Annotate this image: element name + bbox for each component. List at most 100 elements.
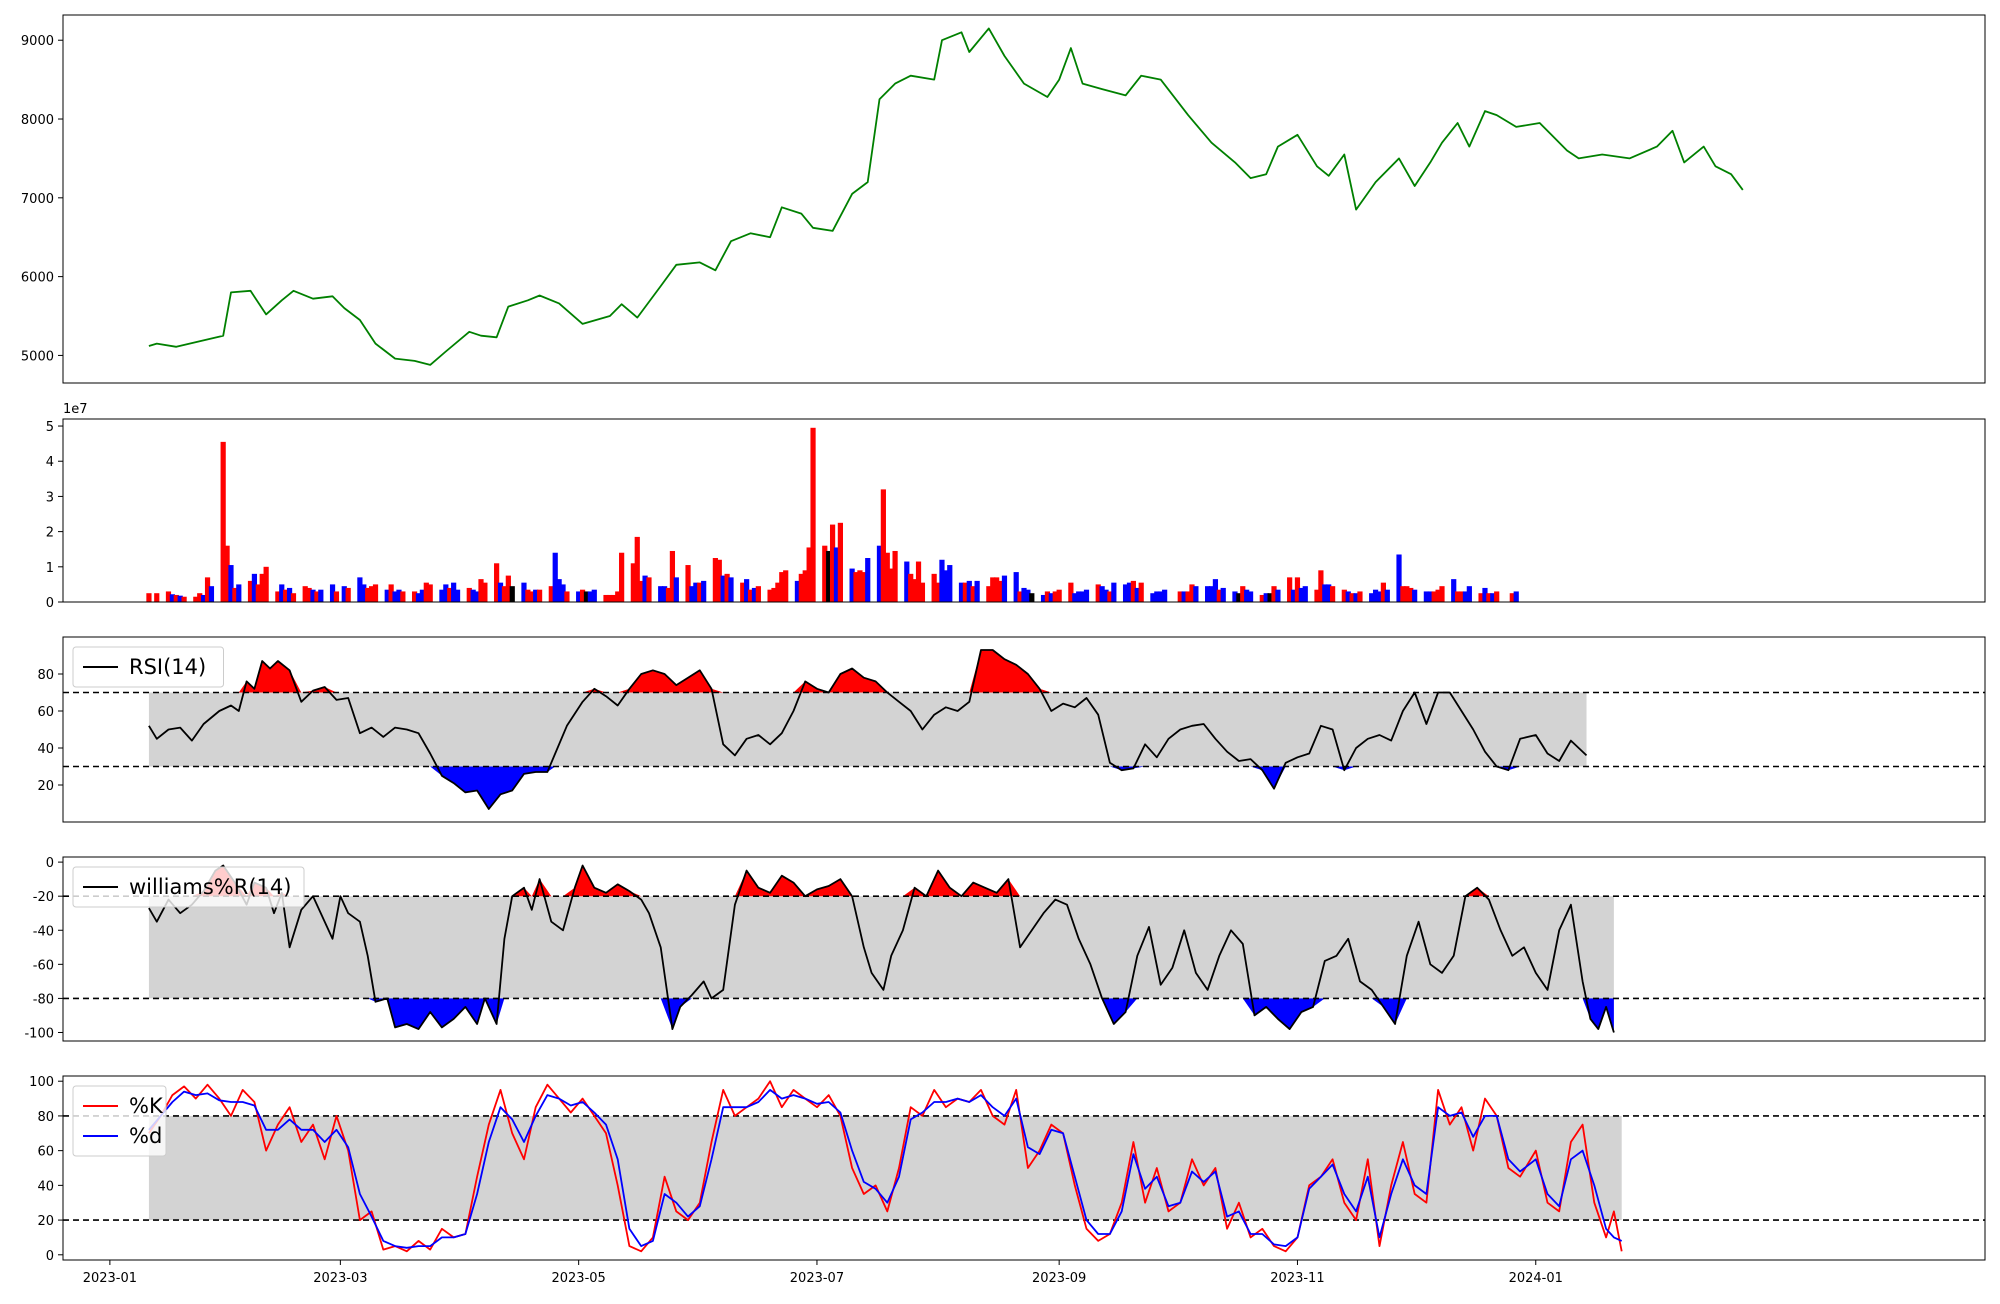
- volume-bar: [833, 547, 840, 602]
- volume-bar: [619, 552, 625, 602]
- volume-bar: [251, 573, 258, 602]
- volume-bar: [439, 589, 445, 602]
- volume-bar: [658, 586, 664, 602]
- volume-bar: [943, 570, 949, 602]
- volume-bar: [1029, 593, 1035, 602]
- volume-bar: [494, 563, 500, 602]
- volume-bar: [564, 591, 570, 602]
- volume-bar: [1345, 591, 1351, 602]
- y-tick-label: 20: [37, 1214, 54, 1229]
- y-tick-label: -20: [33, 890, 54, 905]
- volume-bar: [798, 573, 804, 602]
- volume-bar: [454, 589, 461, 602]
- volume-bar: [767, 589, 773, 602]
- volume-bar: [314, 591, 320, 602]
- volume-bar: [1267, 593, 1273, 602]
- volume-bar: [583, 591, 590, 602]
- volume-bar: [1482, 587, 1488, 602]
- x-tick-label: 2023-01: [83, 1271, 137, 1286]
- volume-bar: [505, 575, 511, 602]
- volume-bar: [1259, 594, 1265, 602]
- volume-bar: [548, 586, 554, 602]
- volume-bar: [275, 591, 281, 602]
- volume-bar: [990, 577, 996, 602]
- volume-bar: [1193, 586, 1199, 602]
- volume-bar: [958, 582, 965, 602]
- volume-bar: [689, 586, 695, 602]
- y-tick-label: 4: [46, 455, 54, 470]
- volume-bar: [1384, 589, 1390, 602]
- volume-bar: [1513, 591, 1519, 602]
- volume-bar: [1205, 586, 1211, 602]
- y-tick-label: 5: [46, 420, 54, 435]
- legend-label: williams%R(14): [129, 875, 291, 899]
- volume-bar: [419, 589, 425, 602]
- volume-bar: [1349, 593, 1355, 602]
- volume-bar: [345, 587, 351, 602]
- volume-bar: [482, 582, 488, 602]
- volume-bar: [771, 587, 777, 602]
- volume-bar: [1369, 593, 1375, 602]
- volume-bar: [740, 582, 746, 602]
- legend-label: %K: [129, 1094, 164, 1118]
- volume-bar: [224, 545, 230, 602]
- volume-bar: [1435, 589, 1441, 602]
- volume-bar: [466, 587, 472, 602]
- volume-bar: [693, 582, 699, 602]
- panel-price: 5000 6000 7000 8000 9000: [21, 14, 1986, 384]
- volume-bar: [263, 566, 269, 602]
- y-tick-label: 40: [37, 1179, 54, 1194]
- y-tick-label: 100: [29, 1075, 54, 1090]
- volume-bar: [861, 572, 867, 602]
- volume-bar: [1408, 587, 1414, 602]
- volume-bar: [1247, 591, 1254, 602]
- volume-bar: [880, 489, 886, 602]
- volume-bar: [1040, 594, 1047, 602]
- panel-rsi: 20 40 60 80 RSI(14): [37, 636, 1986, 823]
- volume-bar: [986, 586, 992, 602]
- volume-bar: [1048, 593, 1054, 602]
- volume-bar: [892, 550, 898, 602]
- volume-bar: [646, 577, 652, 602]
- y-offset-label: 1e7: [63, 402, 88, 417]
- volume-bar: [638, 580, 644, 602]
- volume-bar: [423, 582, 429, 602]
- volume-bar: [521, 582, 527, 602]
- volume-bar: [451, 582, 457, 602]
- volume-bar: [1290, 589, 1297, 602]
- volume-bar: [1189, 584, 1195, 602]
- volume-bar: [427, 584, 433, 602]
- volume-bar: [1185, 591, 1191, 602]
- volume-bar: [1423, 591, 1429, 602]
- volume-bar: [1322, 584, 1328, 602]
- y-tick-label: 1: [46, 561, 54, 576]
- volume-bar: [411, 591, 418, 602]
- volume-bar: [1275, 589, 1281, 602]
- volume-bar: [529, 591, 535, 602]
- volume-bar: [970, 586, 976, 602]
- volume-bar: [259, 573, 265, 602]
- volume-bar: [849, 568, 855, 602]
- volume-bar: [310, 589, 316, 602]
- volume-bar: [369, 586, 375, 602]
- volume-bar: [716, 559, 722, 602]
- y-tick-label: 8000: [21, 113, 54, 128]
- y-tick-label: 60: [37, 1145, 54, 1160]
- volume-bar: [1236, 593, 1242, 602]
- volume-bar: [279, 584, 285, 602]
- volume-bar: [1439, 586, 1445, 602]
- volume-bar: [470, 589, 476, 602]
- series-line--d: [148, 1089, 1623, 1249]
- volume-bar: [228, 565, 234, 602]
- volume-bar: [1052, 591, 1058, 602]
- volume-bar: [1079, 591, 1086, 602]
- y-tick-label: 80: [37, 668, 54, 683]
- volume-bar: [1400, 586, 1406, 602]
- volume-bar: [603, 594, 609, 602]
- legend-label: %d: [129, 1124, 162, 1148]
- volume-bar: [1466, 586, 1472, 602]
- volume-bar: [208, 586, 215, 602]
- volume-bar: [236, 584, 242, 602]
- volume-bar: [1298, 587, 1304, 602]
